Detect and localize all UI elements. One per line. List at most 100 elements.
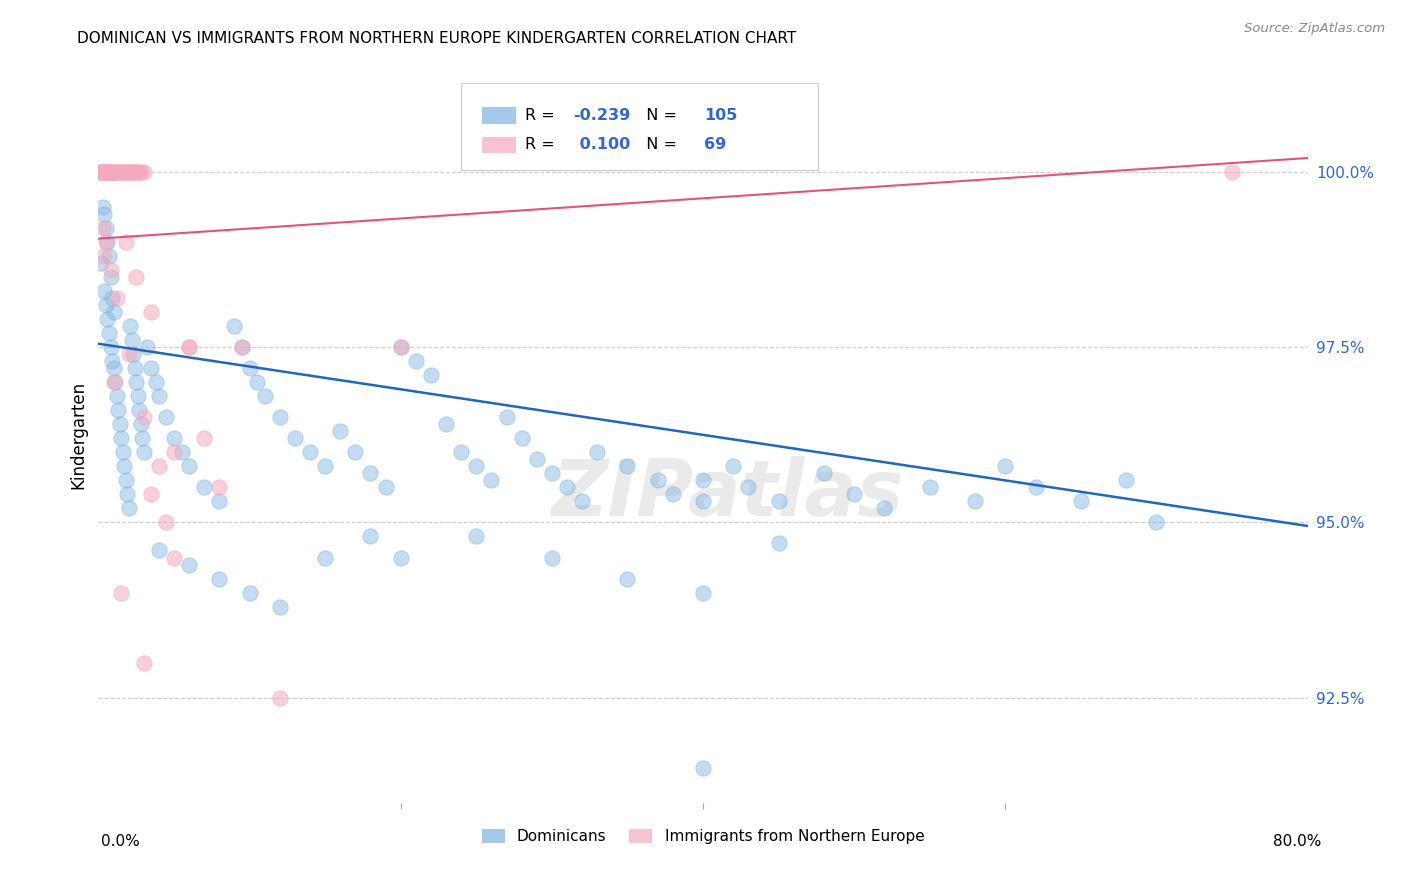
Point — [122, 347, 145, 361]
Point — [329, 425, 352, 439]
Point — [118, 347, 141, 361]
Point — [284, 431, 307, 445]
Point — [100, 165, 122, 179]
Point — [118, 501, 141, 516]
Point — [103, 361, 125, 376]
Point — [100, 270, 122, 285]
Point — [389, 340, 412, 354]
Point — [93, 284, 115, 298]
Point — [124, 165, 146, 179]
Point — [692, 585, 714, 599]
Point — [103, 305, 125, 319]
Point — [526, 452, 548, 467]
Point — [125, 376, 148, 390]
Point — [540, 550, 562, 565]
Point — [231, 340, 253, 354]
Point — [269, 690, 291, 705]
Point — [450, 445, 472, 459]
Text: R =: R = — [526, 108, 560, 123]
FancyBboxPatch shape — [482, 107, 516, 124]
Point — [141, 305, 163, 319]
Point — [163, 431, 186, 445]
Point — [208, 480, 231, 494]
Text: 69: 69 — [704, 137, 727, 153]
Point — [91, 221, 114, 235]
Point — [132, 656, 155, 670]
Point — [723, 459, 745, 474]
Point — [132, 445, 155, 459]
Point — [100, 340, 122, 354]
Point — [434, 417, 457, 432]
Point — [344, 445, 367, 459]
Text: DOMINICAN VS IMMIGRANTS FROM NORTHERN EUROPE KINDERGARTEN CORRELATION CHART: DOMINICAN VS IMMIGRANTS FROM NORTHERN EU… — [77, 31, 797, 46]
Point — [692, 474, 714, 488]
Point — [93, 165, 115, 179]
Point — [193, 480, 215, 494]
Point — [374, 480, 396, 494]
Legend: Dominicans, Immigrants from Northern Europe: Dominicans, Immigrants from Northern Eur… — [475, 823, 931, 850]
Point — [94, 235, 117, 249]
Point — [420, 368, 443, 383]
Point — [179, 459, 201, 474]
Point — [96, 165, 118, 179]
Point — [163, 550, 186, 565]
Point — [111, 165, 134, 179]
Point — [1146, 516, 1168, 530]
Point — [768, 536, 790, 550]
Point — [104, 165, 127, 179]
Point — [94, 165, 117, 179]
Point — [101, 354, 124, 368]
Point — [129, 165, 152, 179]
Point — [112, 459, 135, 474]
Point — [128, 165, 150, 179]
Point — [93, 249, 115, 263]
FancyBboxPatch shape — [482, 136, 516, 153]
Point — [269, 410, 291, 425]
Point — [586, 445, 609, 459]
Point — [105, 291, 128, 305]
Point — [193, 431, 215, 445]
Point — [94, 298, 117, 312]
Point — [389, 340, 412, 354]
Point — [120, 165, 142, 179]
Point — [692, 761, 714, 775]
Point — [107, 165, 129, 179]
Point — [100, 165, 122, 179]
Point — [103, 165, 125, 179]
Point — [101, 165, 124, 179]
Point — [405, 354, 427, 368]
Point — [105, 389, 128, 403]
Point — [125, 270, 148, 285]
Point — [141, 361, 163, 376]
Point — [314, 550, 336, 565]
Point — [813, 467, 835, 481]
Point — [1220, 165, 1243, 179]
Point — [114, 474, 136, 488]
Point — [208, 572, 231, 586]
Point — [1115, 474, 1137, 488]
Point — [246, 376, 269, 390]
Point — [108, 417, 131, 432]
Point — [122, 165, 145, 179]
Point — [108, 165, 131, 179]
Point — [115, 487, 138, 501]
Point — [104, 376, 127, 390]
Text: 80.0%: 80.0% — [1274, 834, 1322, 849]
Point — [918, 480, 941, 494]
Point — [110, 585, 132, 599]
Point — [616, 459, 638, 474]
Point — [98, 165, 121, 179]
Point — [125, 165, 148, 179]
Point — [93, 165, 115, 179]
Point — [91, 200, 114, 214]
Point — [179, 340, 201, 354]
Point — [208, 494, 231, 508]
Point — [231, 340, 253, 354]
Text: 105: 105 — [704, 108, 738, 123]
Point — [107, 403, 129, 417]
Point — [111, 445, 134, 459]
Point — [239, 361, 262, 376]
Point — [121, 165, 143, 179]
Text: -0.239: -0.239 — [574, 108, 631, 123]
Point — [121, 333, 143, 347]
